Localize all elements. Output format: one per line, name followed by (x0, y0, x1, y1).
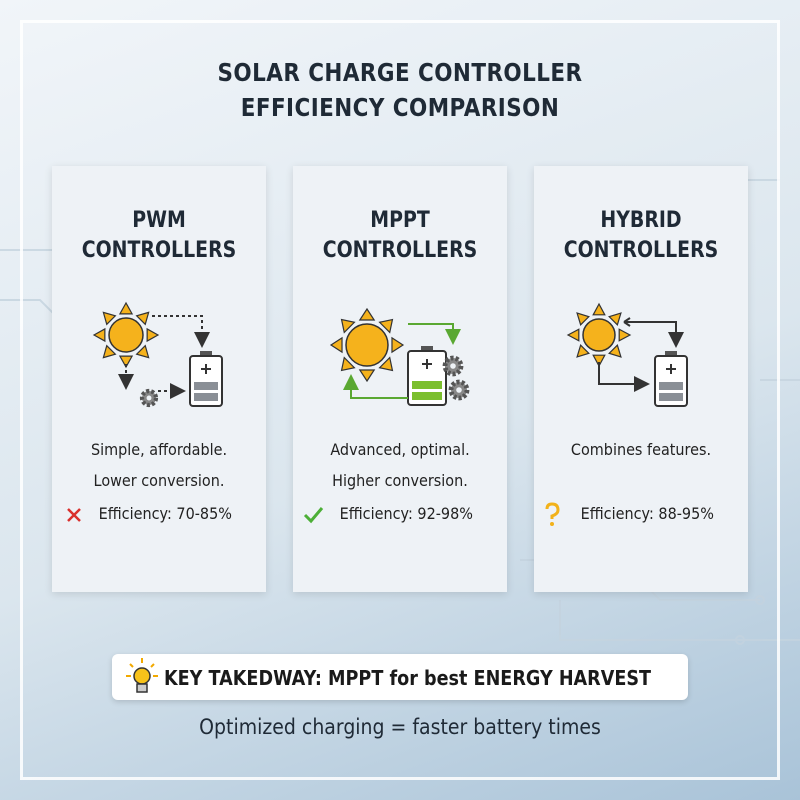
card-heading: CONTROLLERS (563, 238, 719, 263)
sun-ray (378, 356, 394, 372)
sun-ray (608, 344, 622, 358)
arrow (343, 374, 408, 399)
sun-ray (576, 312, 590, 326)
frame (20, 20, 780, 780)
card: MPPT CONTROLLERS Advanced, optimal. Higher … (293, 166, 507, 592)
battery (407, 350, 447, 406)
card-icons (545, 302, 688, 526)
gear-hole (450, 363, 456, 369)
question-icon (550, 522, 554, 526)
card: PWM CONTROLLERS Simple, affordable. Lower c… (52, 166, 266, 592)
title: EFFICIENCY COMPARISON (240, 93, 560, 122)
cross-icon (67, 508, 81, 522)
card-description: Simple, affordable. (90, 440, 228, 459)
card-icons (303, 307, 470, 524)
footer: Optimized charging = faster battery time… (199, 715, 601, 739)
card-description: Lower conversion. (93, 471, 225, 490)
check-icon (303, 507, 324, 524)
sun-ray (340, 318, 356, 334)
sun (345, 323, 389, 367)
title: SOLAR CHARGE CONTROLLER (217, 58, 583, 87)
card-description: Combines features. (570, 440, 712, 459)
takeaway-text: KEY TAKEDWAY: MPPT for best ENERGY HARVE… (164, 666, 652, 690)
question-icon (545, 502, 560, 519)
sun-ray (102, 344, 117, 359)
sun-ray (618, 328, 632, 342)
sun-ray (340, 356, 356, 372)
battery-cap (665, 351, 677, 356)
sun-ray (391, 336, 405, 354)
card-heading: PWM (132, 208, 186, 233)
sun-ray (378, 318, 394, 334)
arrow (152, 315, 210, 348)
battery-level (659, 393, 683, 401)
battery-plus (666, 364, 676, 374)
sun-ray (592, 354, 606, 368)
battery-cap (200, 351, 212, 356)
sun-ray (566, 328, 580, 342)
battery-plus (422, 359, 432, 369)
sun (108, 317, 144, 353)
sun (582, 318, 616, 352)
card-heading: HYBRID (600, 208, 682, 233)
arrow (408, 323, 461, 345)
takeaway-box: KEY TAKEDWAY: MPPT for best ENERGY HARVE… (112, 654, 688, 700)
battery-level (659, 382, 683, 390)
battery-plus (201, 364, 211, 374)
gear-hole (456, 387, 462, 393)
sun-ray (102, 311, 117, 326)
card-heading: MPPT (370, 208, 430, 233)
sun-ray (135, 311, 150, 326)
sun-ray (358, 307, 376, 321)
sun-ray (118, 301, 134, 315)
sun-ray (329, 336, 343, 354)
card: HYBRID CONTROLLERS Combines features. Effic… (534, 166, 748, 592)
efficiency: Efficiency: 92-98% (339, 504, 473, 523)
bulb-icon (126, 658, 158, 693)
sun-ray (135, 344, 150, 359)
battery-level (412, 392, 442, 400)
card-heading: CONTROLLERS (322, 238, 478, 263)
card-description: Advanced, optimal. (330, 440, 470, 459)
efficiency: Efficiency: 70-85% (98, 504, 232, 523)
battery-cap (421, 346, 433, 351)
card-description: Higher conversion. (332, 471, 468, 490)
efficiency: Efficiency: 88-95% (580, 504, 714, 523)
sun-ray (92, 327, 106, 343)
card-icons (67, 301, 223, 522)
arrow (624, 321, 684, 348)
sun-ray (118, 355, 134, 369)
sun-ray (592, 302, 606, 316)
sun-ray (608, 312, 622, 326)
arrow (598, 362, 650, 392)
arrow (623, 317, 631, 327)
battery-level (412, 381, 442, 389)
sun-ray (576, 344, 590, 358)
card-heading: CONTROLLERS (81, 238, 237, 263)
battery-level (194, 393, 218, 401)
sun-ray (146, 327, 160, 343)
battery-level (194, 382, 218, 390)
sun-ray (358, 369, 376, 383)
gear-hole (146, 395, 152, 401)
